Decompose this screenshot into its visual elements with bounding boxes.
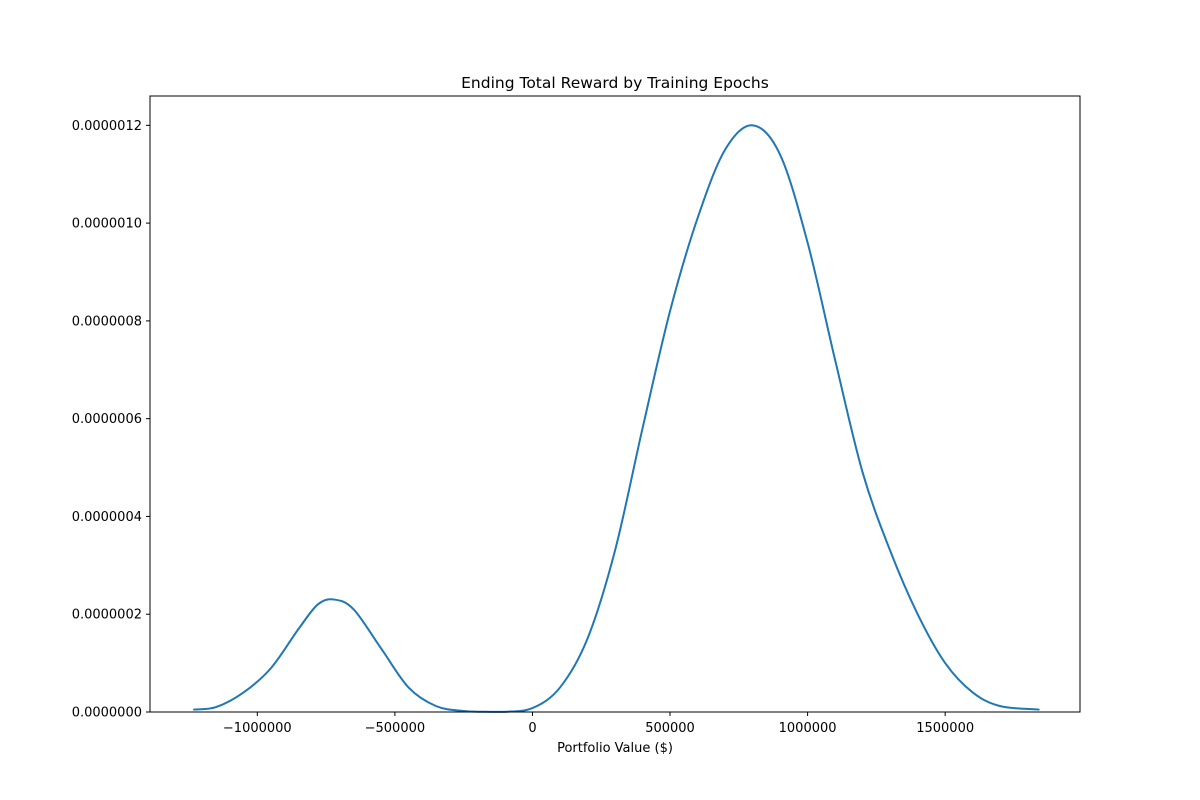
- y-tick-label: 0.0000006: [72, 412, 142, 427]
- y-tick-label: 0.0000008: [72, 314, 142, 329]
- x-axis-label: Portfolio Value ($): [557, 741, 673, 756]
- y-tick-label: 0.0000004: [72, 510, 142, 525]
- x-tick-label: 0: [528, 721, 536, 736]
- plot-area: [193, 124, 1040, 713]
- x-tick-label: 1000000: [779, 721, 837, 736]
- x-tick-label: 500000: [645, 721, 695, 736]
- x-tick-label: −1000000: [223, 721, 292, 736]
- y-tick-label: 0.0000012: [72, 119, 142, 134]
- plot-frame: [149, 95, 1081, 713]
- x-tick-label: −500000: [365, 721, 426, 736]
- chart-title: Ending Total Reward by Training Epochs: [461, 74, 769, 92]
- y-tick-label: 0.0000010: [72, 217, 142, 232]
- x-tick-label: 1500000: [916, 721, 974, 736]
- y-axis: 0.0000000 0.0000002 0.0000004 0.0000006 0.00…: [72, 119, 150, 721]
- y-tick-label: 0.0000002: [72, 608, 142, 623]
- density-curve: [193, 124, 1040, 713]
- y-tick-label: 0.0000000: [72, 706, 142, 721]
- x-axis: −1000000 −500000 0 500000 1000000 1500000: [223, 712, 974, 736]
